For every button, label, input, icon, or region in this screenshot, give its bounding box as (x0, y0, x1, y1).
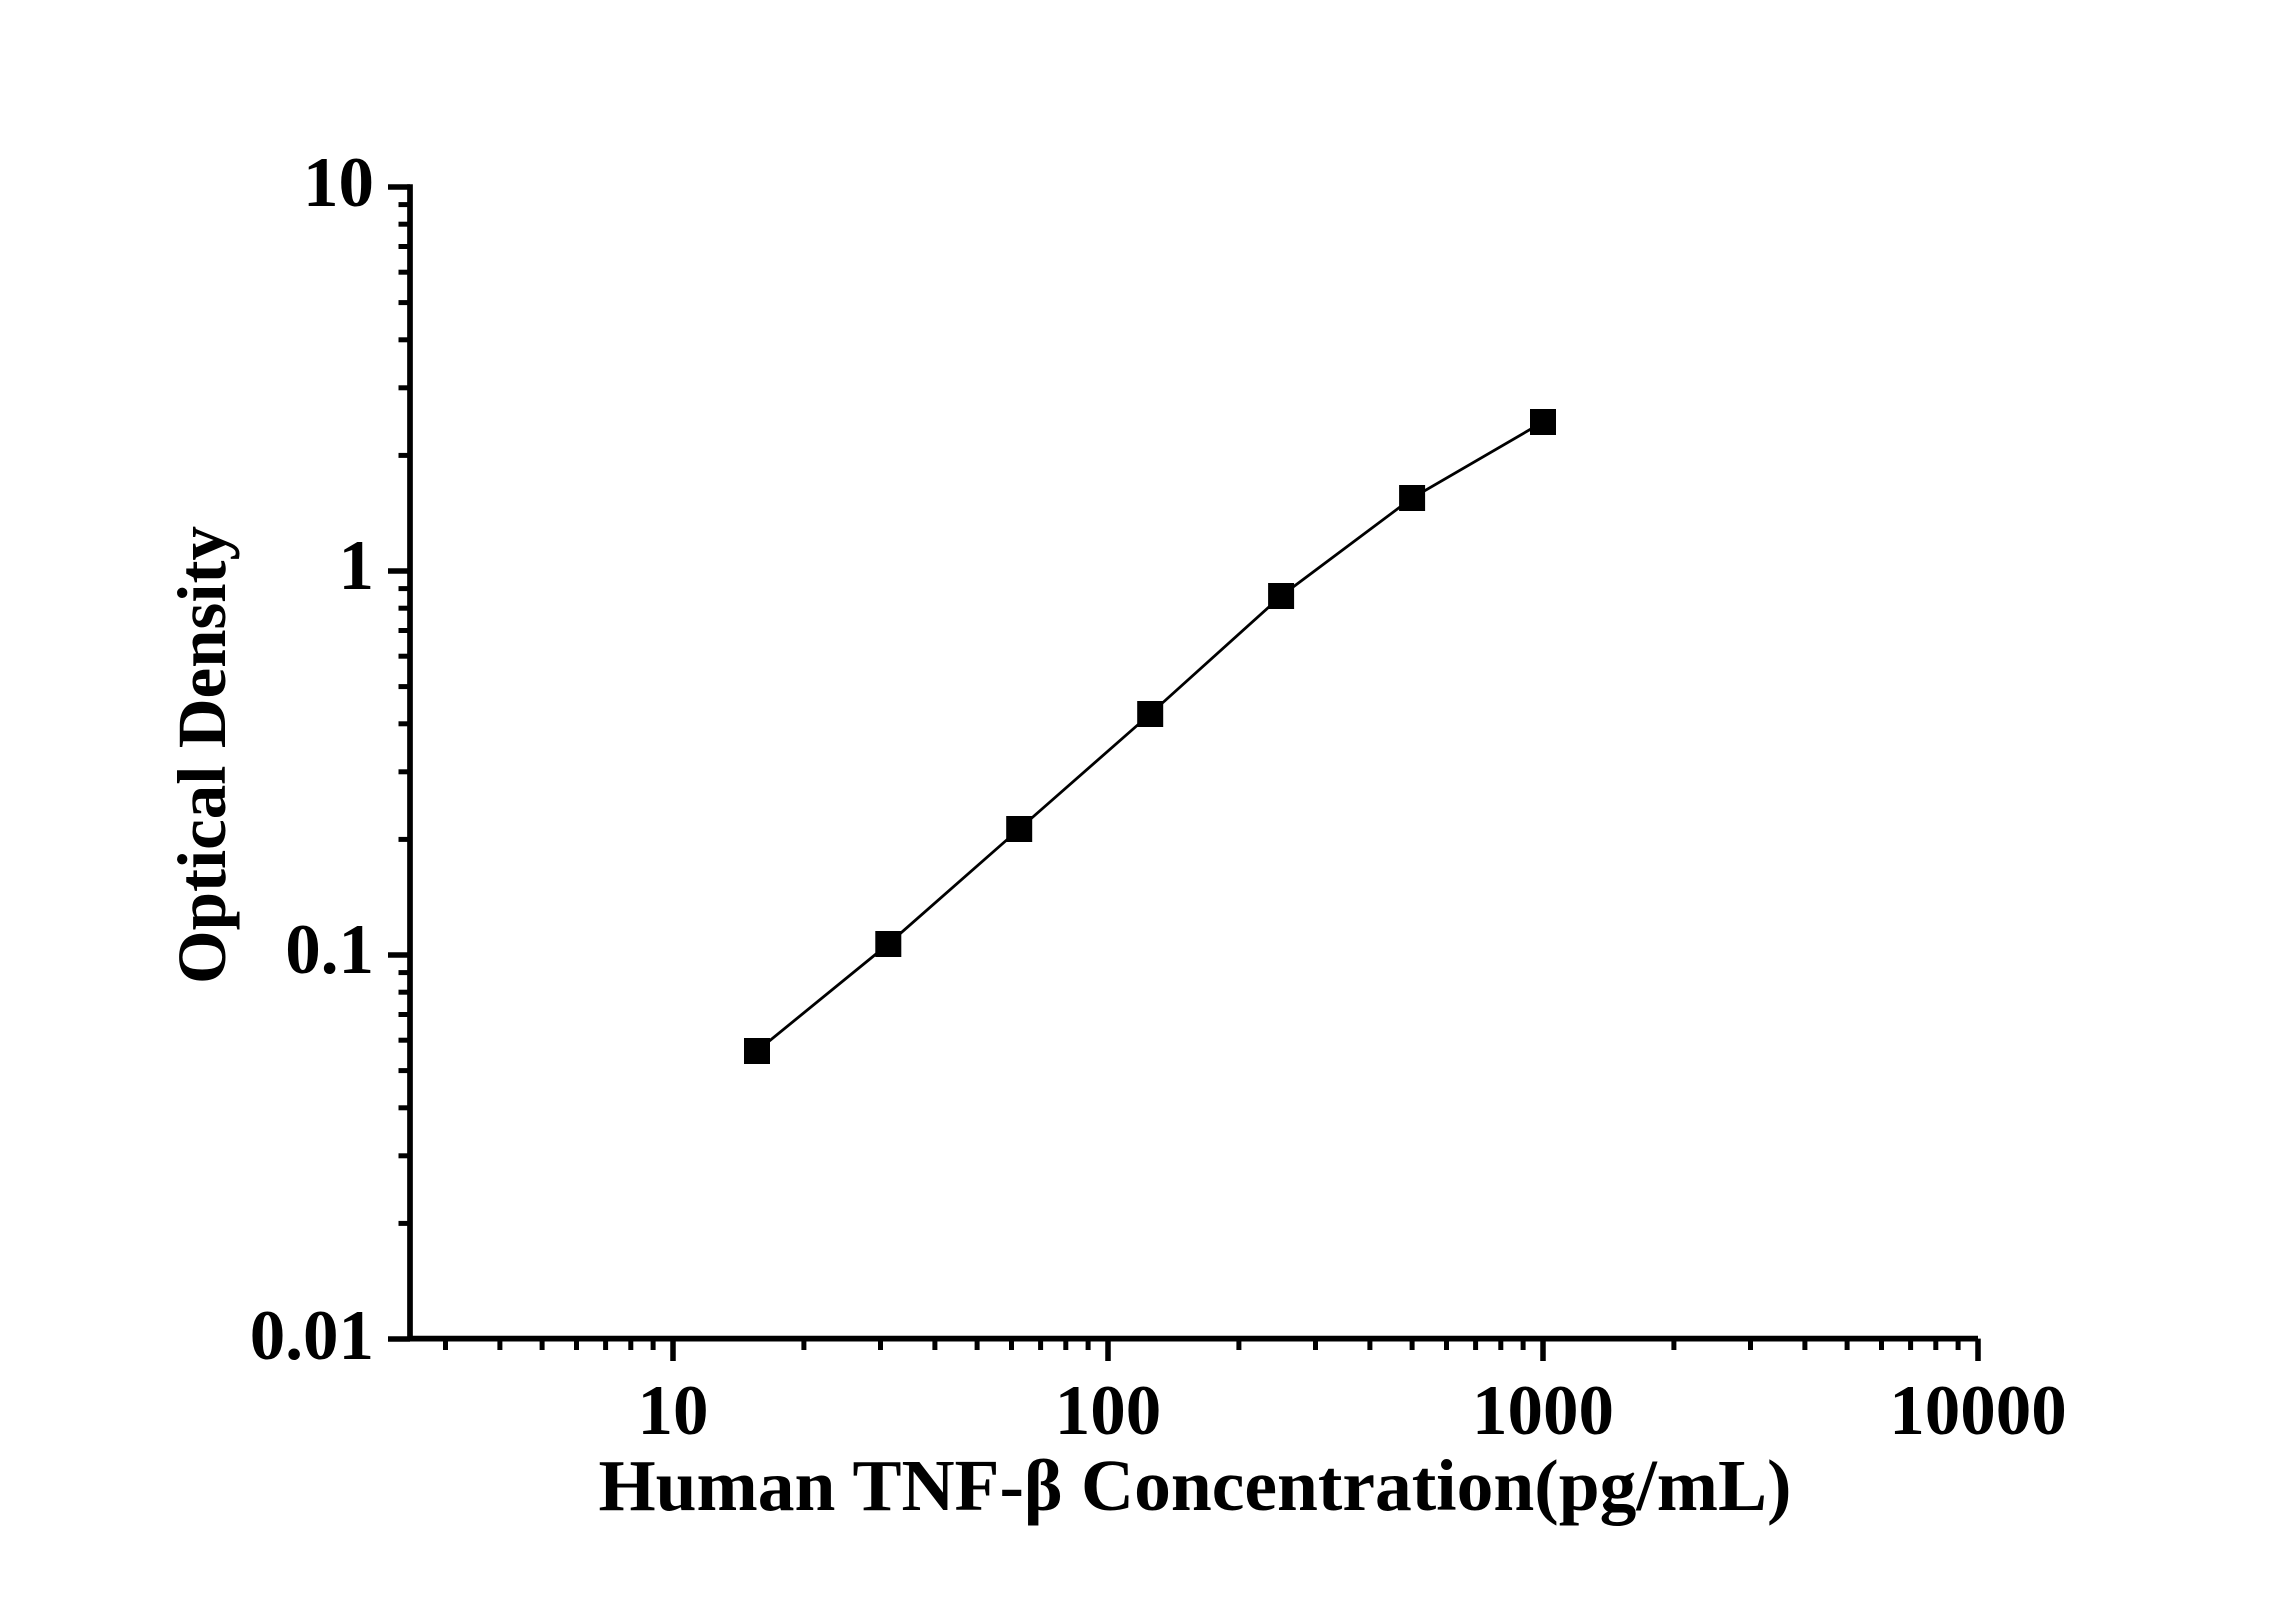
svg-text:0.1: 0.1 (285, 911, 374, 989)
svg-text:0.01: 0.01 (250, 1297, 374, 1375)
svg-text:10: 10 (638, 1372, 709, 1450)
svg-text:Optical Density: Optical Density (164, 526, 240, 984)
svg-text:1: 1 (339, 527, 375, 605)
svg-text:10: 10 (303, 144, 374, 222)
svg-text:100: 100 (1055, 1372, 1162, 1450)
svg-text:10000: 10000 (1889, 1372, 2067, 1450)
svg-text:Human TNF-β Concentration(pg/m: Human TNF-β Concentration(pg/mL) (599, 1445, 1792, 1526)
svg-text:1000: 1000 (1472, 1372, 1614, 1450)
